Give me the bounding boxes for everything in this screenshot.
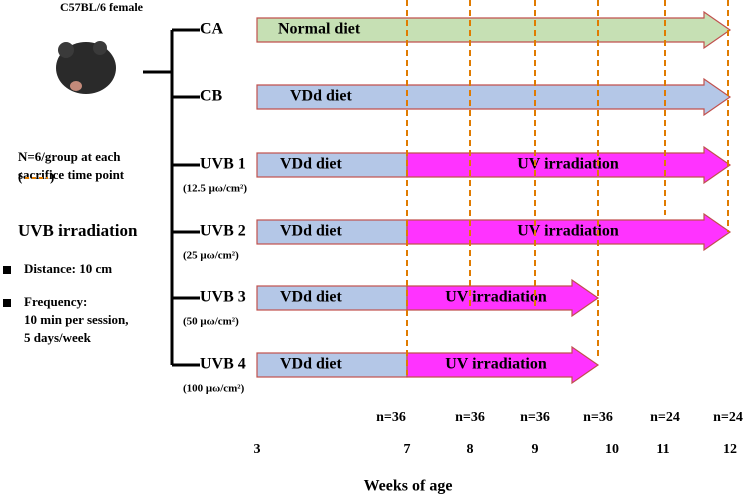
legend-paren: ) <box>50 169 54 184</box>
mouse-icon <box>56 41 116 94</box>
week-label: 3 <box>254 442 261 457</box>
bullet <box>3 299 11 307</box>
legend-paren: ( <box>18 169 22 184</box>
irradiation-item: Distance: 10 cm <box>24 261 112 276</box>
segment-label: Normal diet <box>278 21 361 38</box>
sample-size: n=24 <box>650 410 680 425</box>
group-label: CA <box>200 21 224 38</box>
irradiation-item: 10 min per session, <box>24 312 129 327</box>
week-label: 10 <box>605 442 619 457</box>
segment-label: UV irradiation <box>517 223 619 240</box>
sample-size: n=36 <box>455 410 485 425</box>
group-label: UVB 1 <box>200 156 246 173</box>
uv-arrow <box>406 345 600 385</box>
segment-label: UV irradiation <box>445 289 547 306</box>
uv-arrow <box>406 212 732 252</box>
group-label: UVB 2 <box>200 223 246 240</box>
diet-bar <box>256 152 408 178</box>
sample-size: n=36 <box>583 410 613 425</box>
sample-size: n=36 <box>520 410 550 425</box>
irradiation-item: 5 days/week <box>24 330 92 345</box>
group-dose: (12.5 μω/cm²) <box>183 183 247 195</box>
group-dose: (50 μω/cm²) <box>183 316 239 328</box>
segment-label: UV irradiation <box>445 356 547 373</box>
week-label: 9 <box>532 442 539 457</box>
x-axis-label: Weeks of age <box>364 478 453 495</box>
segment-label: VDd diet <box>280 223 342 240</box>
sampling-note: sacrifice time point <box>18 167 125 182</box>
group-label: UVB 3 <box>200 289 246 306</box>
diet-bar <box>256 219 408 245</box>
segment-label: VDd diet <box>280 356 342 373</box>
bullet <box>3 266 11 274</box>
diet-arrow <box>256 10 732 50</box>
segment-label: VDd diet <box>290 88 352 105</box>
sample-size: n=24 <box>713 410 743 425</box>
strain-label: C57BL/6 female <box>60 0 144 14</box>
group-label: CB <box>200 88 223 105</box>
diet-arrow <box>256 77 732 117</box>
sampling-note: N=6/group at each <box>18 149 121 164</box>
week-label: 12 <box>723 442 737 457</box>
sample-size: n=36 <box>376 410 406 425</box>
group-dose: (25 μω/cm²) <box>183 250 239 262</box>
group-dose: (100 μω/cm²) <box>183 383 245 395</box>
irradiation-item: Frequency: <box>24 294 87 309</box>
group-label: UVB 4 <box>200 356 246 373</box>
week-label: 8 <box>467 442 474 457</box>
segment-label: VDd diet <box>280 156 342 173</box>
irradiation-title: UVB irradiation <box>18 221 138 240</box>
diet-bar <box>256 285 408 311</box>
diet-bar <box>256 352 408 378</box>
week-label: 11 <box>656 442 669 457</box>
uv-arrow <box>406 278 600 318</box>
week-label: 7 <box>404 442 411 457</box>
segment-label: UV irradiation <box>517 156 619 173</box>
tree <box>143 28 200 367</box>
uv-arrow <box>406 145 732 185</box>
segment-label: VDd diet <box>280 289 342 306</box>
